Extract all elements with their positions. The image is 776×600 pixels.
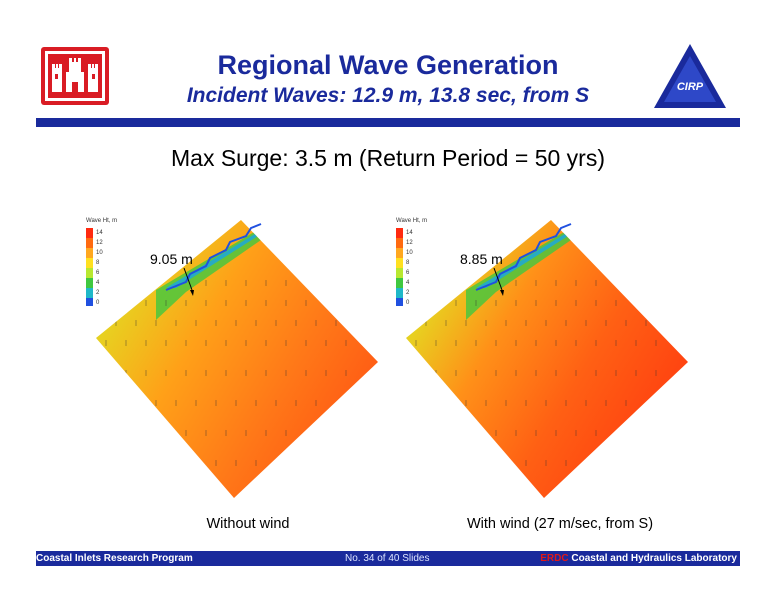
- svg-text:Wave Ht, m: Wave Ht, m: [86, 218, 117, 224]
- usace-castle-icon: [41, 47, 109, 105]
- svg-text:2: 2: [406, 290, 410, 296]
- max-height-annotation: 8.85 m: [460, 251, 503, 267]
- footer-program: Coastal Inlets Research Program: [36, 553, 193, 564]
- svg-text:14: 14: [96, 230, 103, 236]
- svg-text:4: 4: [406, 280, 410, 286]
- color-legend: [86, 228, 93, 306]
- wave-vectors: [415, 280, 677, 466]
- wave-vectors: [105, 280, 367, 466]
- svg-text:0: 0: [96, 300, 100, 306]
- svg-text:6: 6: [96, 270, 100, 276]
- svg-text:10: 10: [406, 250, 413, 256]
- header-rule: [36, 118, 740, 127]
- svg-text:4: 4: [96, 280, 100, 286]
- footer-slide-number: No. 34 of 40 Slides: [345, 553, 430, 564]
- caption-with-wind: With wind (27 m/sec, from S): [466, 516, 654, 532]
- svg-text:2: 2: [96, 290, 100, 296]
- wave-field: [406, 220, 688, 498]
- svg-text:Wave Ht, m: Wave Ht, m: [396, 218, 427, 224]
- color-legend: [396, 228, 403, 306]
- footer-lab: ERDC Coastal and Hydraulics Laboratory: [540, 552, 737, 565]
- slide-title: Regional Wave Generation: [217, 50, 559, 80]
- wave-map-without-wind: Wave Ht, m 14 12 10 8 6 4 2 0 9.05 m: [86, 218, 378, 498]
- footer-erdc: ERDC: [540, 553, 569, 564]
- svg-text:10: 10: [96, 250, 103, 256]
- cirp-triangle-icon: CIRP: [654, 44, 726, 108]
- svg-text:8: 8: [96, 260, 100, 266]
- svg-text:12: 12: [406, 240, 413, 246]
- wave-field: [96, 220, 378, 498]
- svg-text:6: 6: [406, 270, 410, 276]
- svg-text:CIRP: CIRP: [677, 81, 704, 93]
- footer-lab-name: Coastal and Hydraulics Laboratory: [568, 553, 737, 564]
- max-height-annotation: 9.05 m: [150, 251, 193, 267]
- svg-text:0: 0: [406, 300, 410, 306]
- footer-bar: [36, 551, 740, 566]
- slide-subtitle: Incident Waves: 12.9 m, 13.8 sec, from S: [186, 84, 590, 107]
- max-surge-heading: Max Surge: 3.5 m (Return Period = 50 yrs…: [171, 145, 605, 171]
- caption-without-wind: Without wind: [206, 516, 290, 532]
- svg-text:14: 14: [406, 230, 413, 236]
- svg-text:8: 8: [406, 260, 410, 266]
- wave-map-with-wind: Wave Ht, m 14 12 10 8 6 4 2 0 8.85 m: [396, 218, 688, 498]
- svg-text:12: 12: [96, 240, 103, 246]
